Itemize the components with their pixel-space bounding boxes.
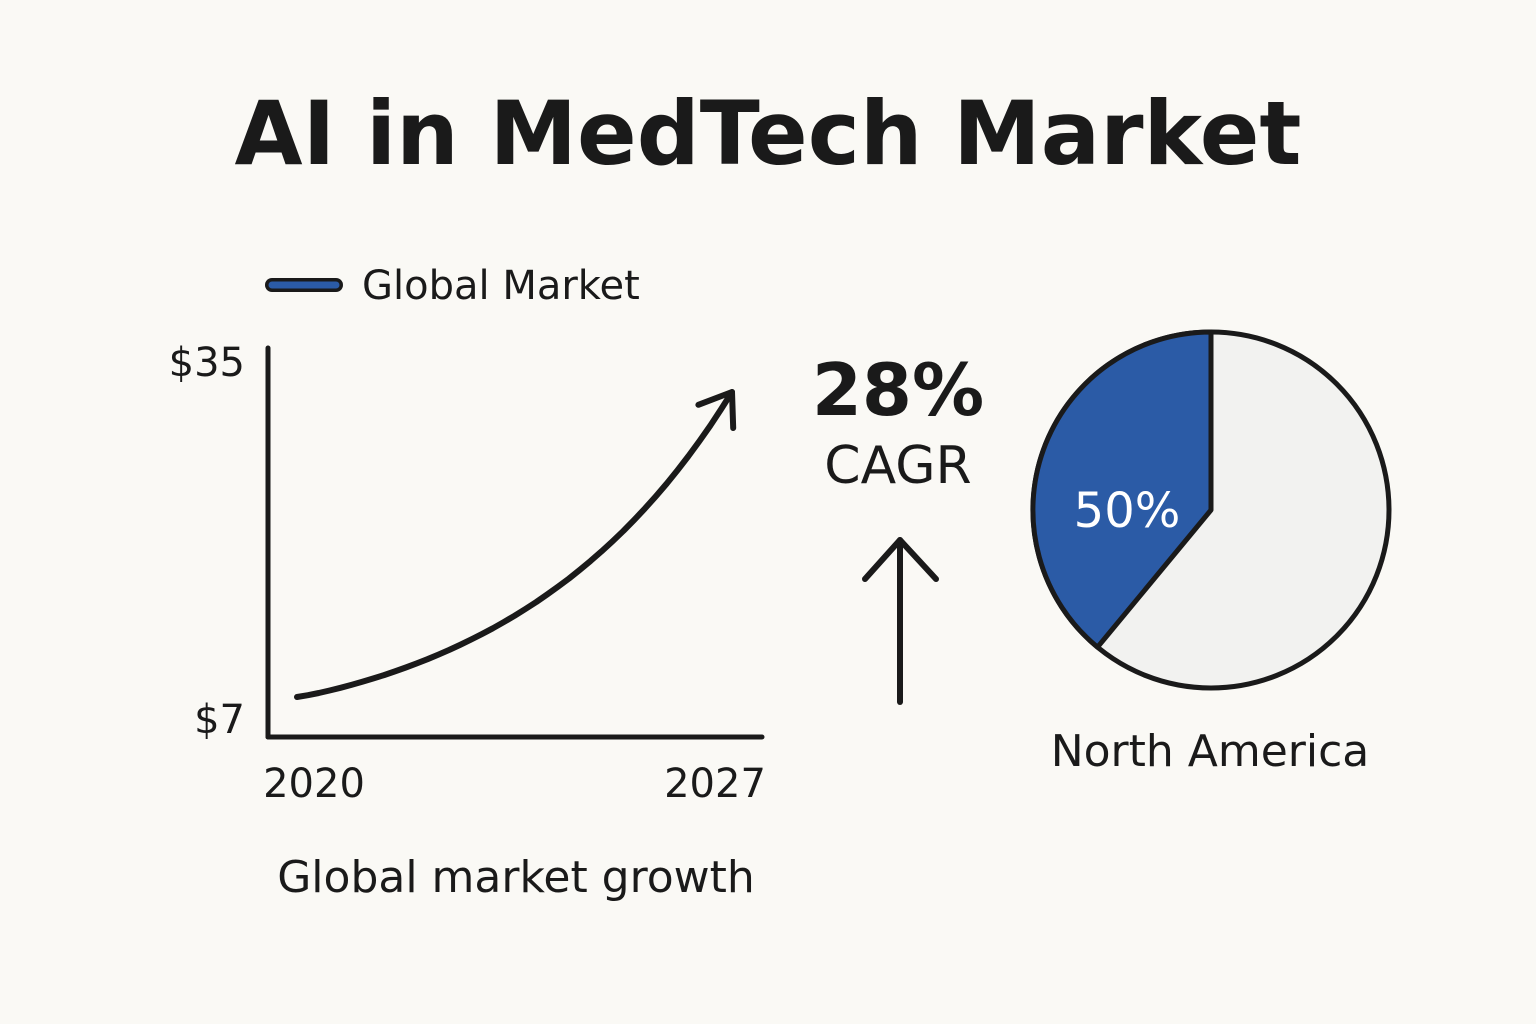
pie-slice-north-america [1030, 329, 1214, 650]
growth-line [294, 389, 735, 700]
x-tick-label-start: 2020 [263, 761, 365, 807]
pie-caption: North America [1051, 726, 1370, 777]
pie-slice-label: 50% [1074, 483, 1181, 539]
pie-chart: 50% North America [1030, 329, 1392, 777]
cagr-label: CAGR [824, 436, 971, 496]
x-tick-label-end: 2027 [664, 761, 766, 807]
y-tick-label-bottom: $7 [194, 697, 245, 743]
page-title: AI in MedTech Market [235, 82, 1302, 185]
cagr-callout: 28% CAGR [812, 348, 984, 705]
chart-caption: Global market growth [277, 852, 755, 903]
line-chart: $35 $7 2020 2027 Global market growth [169, 340, 766, 903]
cagr-value: 28% [812, 348, 984, 432]
growth-arrowhead [695, 389, 737, 431]
up-arrow-icon [862, 537, 939, 705]
y-tick-label-top: $35 [169, 340, 245, 386]
legend: Global Market [265, 263, 640, 309]
legend-label: Global Market [362, 263, 640, 309]
